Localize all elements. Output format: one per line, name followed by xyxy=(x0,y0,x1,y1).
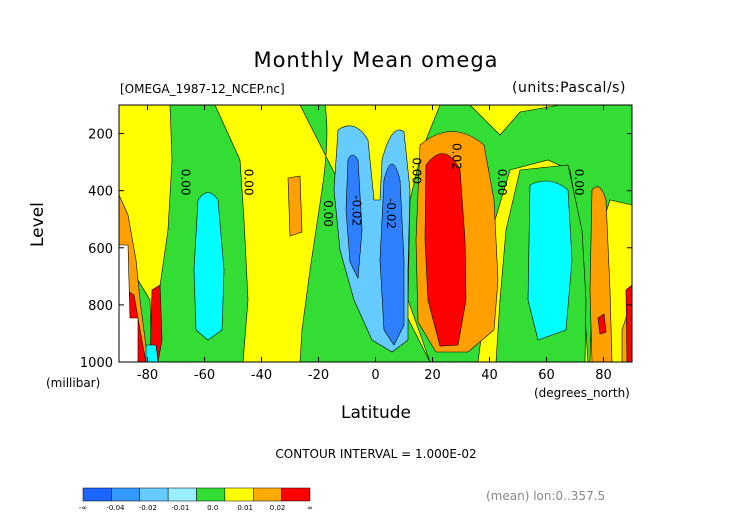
y-tick-label: 600 xyxy=(88,242,113,257)
missing-data-region xyxy=(119,244,139,362)
x-axis-label: Latitude xyxy=(341,403,411,423)
x-tick-label: -60 xyxy=(194,368,215,383)
x-tick-label: -40 xyxy=(251,368,272,383)
colorbar-label: -0.02 xyxy=(139,504,157,512)
contour-label: 0.00 xyxy=(495,169,509,196)
contour-label: 0.00 xyxy=(241,169,255,196)
contour-label: 0.00 xyxy=(572,169,586,196)
contour-label: 0.00 xyxy=(321,200,335,227)
red-region-east xyxy=(625,284,632,362)
colorbar-swatch xyxy=(167,487,197,502)
y-tick-label: 800 xyxy=(88,299,113,314)
colorbar-label: 0.0 xyxy=(207,504,218,512)
x-tick-label: 80 xyxy=(595,368,612,383)
y-tick-label: 1000 xyxy=(80,356,113,371)
cyan-region-east xyxy=(527,180,573,341)
colorbar-swatch xyxy=(139,487,169,502)
colorbar-swatch xyxy=(253,487,282,502)
colorbar-swatch xyxy=(196,487,226,502)
x-tick-label: -20 xyxy=(308,368,329,383)
colorbar-label: ∞ xyxy=(307,504,313,512)
contour-label: 0.00 xyxy=(410,157,424,184)
colorbar-swatch xyxy=(111,487,140,502)
red-region-north xyxy=(424,153,467,347)
orange-region-mid xyxy=(287,175,303,237)
contour-fills xyxy=(119,105,632,362)
colorbar-label: 0.02 xyxy=(270,504,286,512)
chart-title: Monthly Mean omega xyxy=(253,48,499,72)
contour-label: 0.00 xyxy=(179,169,193,196)
colorbar-swatch xyxy=(224,487,254,502)
blue-region-west xyxy=(345,154,363,280)
x-tick-label: 60 xyxy=(538,368,555,383)
colorbar-swatch xyxy=(281,487,311,502)
axis-ticks: -80 -60 -40 -20 0 20 40 60 80 200 400 600 800 1000 xyxy=(80,105,632,383)
contour-labels: 0.00 0.00 0.00 -0.02 -0.02 0.00 0.02 0.00 0.00 xyxy=(179,143,586,229)
y-tick-label: 400 xyxy=(88,185,113,200)
y-axis-unit: (millibar) xyxy=(46,376,101,390)
colorbar-label: -0.01 xyxy=(171,504,189,512)
x-tick-label: 0 xyxy=(371,368,379,383)
mean-note: (mean) lon:0..357.5 xyxy=(486,489,606,503)
orange-region-east xyxy=(589,186,613,362)
x-axis-unit: (degrees_north) xyxy=(534,386,630,400)
cyan-region-small xyxy=(145,344,159,362)
colorbar: -∞ -0.04 -0.02 -0.01 0.0 0.01 0.02 ∞ xyxy=(79,487,313,512)
red-region-speck xyxy=(597,313,607,335)
x-tick-label: -80 xyxy=(137,368,158,383)
x-tick-label: 40 xyxy=(481,368,498,383)
units-label: (units:Pascal/s) xyxy=(512,80,626,96)
contour-label: -0.02 xyxy=(384,198,398,229)
y-tick-label: 200 xyxy=(88,128,113,143)
colorbar-label: -∞ xyxy=(79,504,87,512)
blue-region-east xyxy=(379,163,405,346)
colorbar-label: 0.01 xyxy=(237,504,253,512)
cyan-region-west xyxy=(193,192,225,341)
file-label: [OMEGA_1987-12_NCEP.nc] xyxy=(120,82,285,96)
x-tick-label: 20 xyxy=(424,368,441,383)
colorbar-swatch xyxy=(82,487,112,502)
colorbar-label: -0.04 xyxy=(106,504,125,512)
contour-interval-note: CONTOUR INTERVAL = 1.000E-02 xyxy=(275,447,477,461)
contour-label: -0.02 xyxy=(350,195,364,226)
contour-label: 0.02 xyxy=(449,143,463,170)
